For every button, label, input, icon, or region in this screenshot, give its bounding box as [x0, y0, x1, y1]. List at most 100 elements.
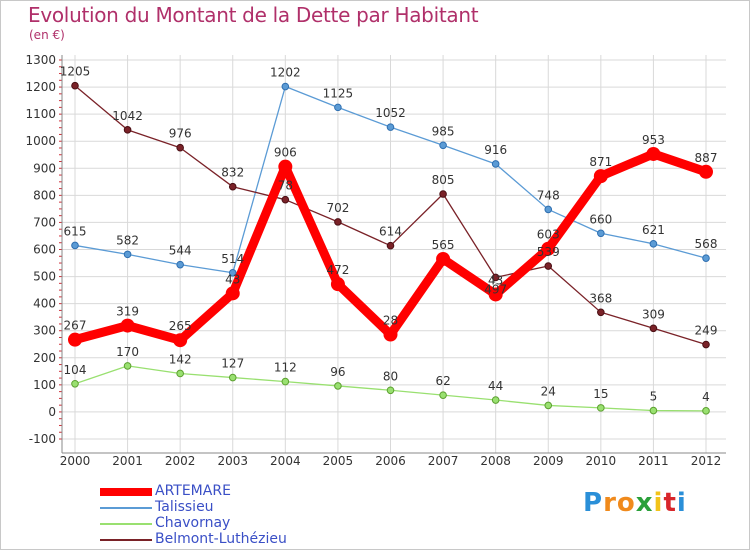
- data-label: 319: [116, 305, 139, 319]
- data-point: [228, 268, 237, 277]
- y-tick-label: 400: [33, 297, 56, 311]
- data-label: 127: [221, 357, 244, 371]
- data-point: [123, 362, 132, 370]
- data-label: 265: [169, 319, 192, 333]
- legend-swatch: [100, 488, 152, 496]
- data-point: [491, 160, 500, 168]
- data-point: [68, 332, 82, 347]
- x-tick-label: 2007: [428, 454, 459, 468]
- data-point: [646, 146, 661, 161]
- legend-label: Chavornay: [155, 515, 231, 531]
- data-label: 514: [221, 252, 244, 266]
- data-label: 544: [169, 244, 192, 258]
- data-label: 832: [221, 166, 244, 180]
- data-label: 660: [589, 212, 612, 226]
- data-label: 43: [225, 272, 240, 286]
- data-point: [544, 205, 553, 214]
- data-label: 615: [64, 224, 87, 238]
- data-label: 539: [537, 245, 560, 259]
- data-label: 906: [274, 146, 297, 160]
- data-label: 44: [488, 379, 503, 393]
- data-label: 96: [330, 365, 345, 379]
- y-tick-label: 900: [33, 161, 56, 175]
- data-point: [544, 262, 553, 270]
- data-point: [281, 82, 290, 91]
- legend-label: Belmont-Luthézieu: [155, 531, 287, 547]
- data-label: 887: [695, 151, 718, 165]
- legend-label: Talissieu: [155, 499, 214, 515]
- logo-letter: o: [616, 488, 636, 518]
- data-label: 1042: [112, 109, 143, 123]
- proxiti-logo: Proxiti: [583, 488, 687, 518]
- data-point: [544, 401, 553, 410]
- data-point: [491, 273, 500, 282]
- data-point: [439, 190, 447, 198]
- data-point: [439, 391, 447, 399]
- data-point: [699, 164, 713, 179]
- y-tick-label: 0: [48, 405, 56, 419]
- data-label: 104: [64, 363, 87, 377]
- data-point: [597, 308, 605, 317]
- data-label: 80: [383, 369, 398, 383]
- data-point: [176, 143, 184, 152]
- data-point: [491, 396, 500, 404]
- data-point: [593, 169, 608, 184]
- data-point: [597, 404, 605, 412]
- data-label: 472: [326, 263, 349, 277]
- data-label: 871: [589, 155, 612, 169]
- data-point: [386, 123, 395, 131]
- data-label: 953: [642, 133, 665, 147]
- data-point: [278, 159, 293, 174]
- y-tick-label: 100: [33, 378, 56, 392]
- data-label: 1125: [323, 86, 354, 100]
- legend-swatch: [100, 507, 152, 509]
- legend-swatch: [100, 523, 152, 525]
- data-point: [334, 382, 342, 390]
- x-tick-label: 2011: [638, 454, 669, 468]
- data-label: 748: [537, 188, 560, 202]
- data-point: [173, 333, 188, 348]
- data-label: 916: [484, 143, 507, 157]
- data-label: 78: [278, 179, 293, 193]
- data-label: 1205: [60, 65, 91, 79]
- x-tick-label: 2001: [112, 454, 143, 468]
- data-label: 368: [589, 291, 612, 305]
- legend-label: ARTEMARE: [155, 483, 231, 499]
- data-point: [225, 286, 240, 301]
- data-point: [386, 386, 395, 395]
- data-label: 621: [642, 223, 665, 237]
- data-label: 603: [537, 228, 560, 242]
- chart-unit: (en €): [29, 28, 65, 42]
- data-label: 267: [64, 319, 87, 333]
- legend-swatch: [100, 539, 152, 541]
- y-tick-label: 300: [33, 324, 56, 338]
- data-point: [330, 277, 345, 292]
- data-point: [71, 241, 79, 250]
- y-tick-label: -100: [29, 432, 56, 446]
- data-point: [71, 81, 79, 90]
- data-point: [120, 318, 135, 333]
- data-label: 24: [541, 384, 556, 398]
- x-tick-label: 2006: [375, 454, 406, 468]
- data-label: 1202: [270, 66, 301, 80]
- data-point: [71, 379, 79, 388]
- x-tick-label: 2010: [586, 454, 617, 468]
- y-tick-label: 500: [33, 270, 56, 284]
- y-tick-label: 700: [33, 215, 56, 229]
- y-tick-label: 600: [33, 243, 56, 257]
- y-tick-label: 200: [33, 351, 56, 365]
- plot-area: [62, 55, 726, 453]
- data-label: 15: [593, 387, 608, 401]
- logo-letter: r: [603, 488, 617, 518]
- data-point: [386, 241, 395, 250]
- y-tick-label: 1100: [25, 107, 56, 121]
- data-point: [176, 260, 184, 269]
- x-tick-label: 2002: [165, 454, 196, 468]
- data-point: [123, 250, 132, 259]
- logo-letter: i: [676, 488, 687, 518]
- data-point: [488, 287, 503, 302]
- y-tick-label: 1000: [25, 134, 56, 148]
- data-label: 702: [326, 201, 349, 215]
- data-point: [649, 406, 658, 415]
